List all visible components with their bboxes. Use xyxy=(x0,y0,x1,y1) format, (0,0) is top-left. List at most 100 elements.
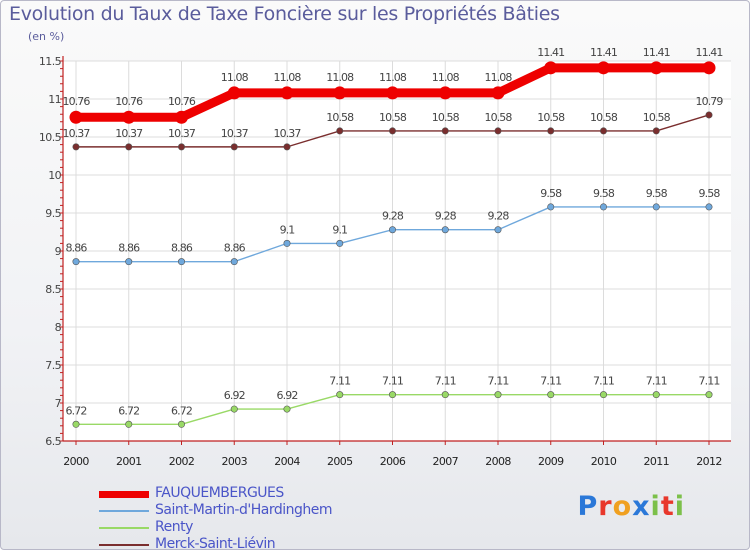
x-tick-label: 2006 xyxy=(380,455,406,468)
data-point xyxy=(547,203,555,211)
data-point xyxy=(72,143,80,151)
data-label: 8.86 xyxy=(66,242,88,255)
data-point xyxy=(175,110,188,124)
data-label: 10.58 xyxy=(485,111,513,124)
data-label: 7.11 xyxy=(646,375,667,388)
y-tick-label: 7 xyxy=(55,397,62,410)
data-label: 10.58 xyxy=(326,111,354,124)
data-label: 6.72 xyxy=(118,404,139,417)
x-tick-label: 2002 xyxy=(169,455,195,468)
data-label: 10.58 xyxy=(590,111,618,124)
data-point xyxy=(336,239,344,247)
data-label: 11.08 xyxy=(432,71,460,84)
data-label: 9.1 xyxy=(280,223,295,236)
data-label: 11.08 xyxy=(326,71,354,84)
data-label: 9.58 xyxy=(699,187,721,200)
data-label: 10.76 xyxy=(63,95,91,108)
data-label: 10.79 xyxy=(696,95,724,108)
data-point xyxy=(283,143,291,151)
data-label: 7.11 xyxy=(540,375,561,388)
legend-label: Renty xyxy=(155,519,193,535)
data-label: 9.28 xyxy=(382,210,404,223)
data-label: 8.86 xyxy=(171,242,193,255)
data-label: 11.41 xyxy=(643,46,670,59)
data-point xyxy=(705,203,713,211)
data-point xyxy=(702,61,716,75)
logo-letter: P xyxy=(577,491,599,522)
data-label: 11.41 xyxy=(537,46,564,59)
data-label: 11.08 xyxy=(274,71,302,84)
data-point xyxy=(125,258,133,266)
data-point xyxy=(649,61,663,75)
data-label: 11.41 xyxy=(590,46,617,59)
y-tick-label: 11 xyxy=(48,93,61,106)
data-label: 10.76 xyxy=(168,95,196,108)
data-label: 7.11 xyxy=(329,375,350,388)
y-tick-label: 8.5 xyxy=(45,283,61,296)
data-point xyxy=(652,391,660,399)
data-point xyxy=(388,226,396,234)
y-tick-label: 9.5 xyxy=(45,207,61,220)
x-tick-label: 2004 xyxy=(274,455,300,468)
data-point xyxy=(599,203,607,211)
data-label: 7.11 xyxy=(382,375,403,388)
logo-letter: x xyxy=(632,491,651,522)
data-label: 9.58 xyxy=(540,187,562,200)
y-tick-label: 11.5 xyxy=(39,55,62,68)
data-point xyxy=(227,86,241,100)
x-tick-label: 2009 xyxy=(538,455,564,468)
data-point xyxy=(72,258,80,266)
data-label: 10.76 xyxy=(115,95,143,108)
x-tick-label: 2007 xyxy=(432,455,458,468)
x-tick-label: 2001 xyxy=(116,455,142,468)
data-label: 6.92 xyxy=(224,389,245,402)
data-label: 10.37 xyxy=(274,127,302,140)
data-label: 10.58 xyxy=(537,111,565,124)
y-tick-label: 8 xyxy=(55,321,62,334)
data-label: 11.08 xyxy=(221,71,249,84)
data-label: 7.11 xyxy=(435,375,456,388)
legend-swatch xyxy=(99,544,149,546)
data-point xyxy=(178,258,186,266)
logo-letter: i xyxy=(674,491,685,522)
data-label: 11.41 xyxy=(696,46,723,59)
data-point xyxy=(280,86,294,100)
data-point xyxy=(494,391,502,399)
y-tick-label: 10 xyxy=(48,169,61,182)
data-label: 11.08 xyxy=(379,71,407,84)
data-label: 7.11 xyxy=(699,375,720,388)
data-label: 9.28 xyxy=(435,210,457,223)
data-label: 9.58 xyxy=(593,187,615,200)
logo-letter: i xyxy=(650,491,661,522)
data-label: 11.08 xyxy=(485,71,513,84)
x-tick-label: 2011 xyxy=(643,455,669,468)
data-point xyxy=(491,86,505,100)
data-label: 10.37 xyxy=(115,127,143,140)
legend-label: Saint-Martin-d'Hardinghem xyxy=(155,502,333,518)
data-point xyxy=(388,391,396,399)
data-point xyxy=(336,391,344,399)
data-label: 7.11 xyxy=(593,375,614,388)
x-tick-label: 2008 xyxy=(485,455,511,468)
data-point xyxy=(547,391,555,399)
data-point xyxy=(597,61,610,75)
x-tick-label: 2003 xyxy=(221,455,247,468)
data-point xyxy=(544,61,558,75)
data-point xyxy=(336,127,344,135)
data-label: 9.1 xyxy=(332,223,347,236)
data-label: 10.37 xyxy=(63,127,91,140)
y-tick-label: 6.5 xyxy=(45,435,61,448)
data-label: 10.37 xyxy=(168,127,196,140)
data-point xyxy=(494,226,502,234)
y-tick-label: 9 xyxy=(55,245,62,258)
data-label: 7.11 xyxy=(488,375,509,388)
data-label: 8.86 xyxy=(118,242,140,255)
chart-title: Evolution du Taux de Taxe Foncière sur l… xyxy=(9,3,560,25)
data-point xyxy=(705,391,713,399)
logo-letter: r xyxy=(598,491,613,522)
data-point xyxy=(599,127,607,135)
data-point xyxy=(441,391,449,399)
data-point xyxy=(494,127,502,135)
legend-label: Merck-Saint-Liévin xyxy=(155,536,276,550)
